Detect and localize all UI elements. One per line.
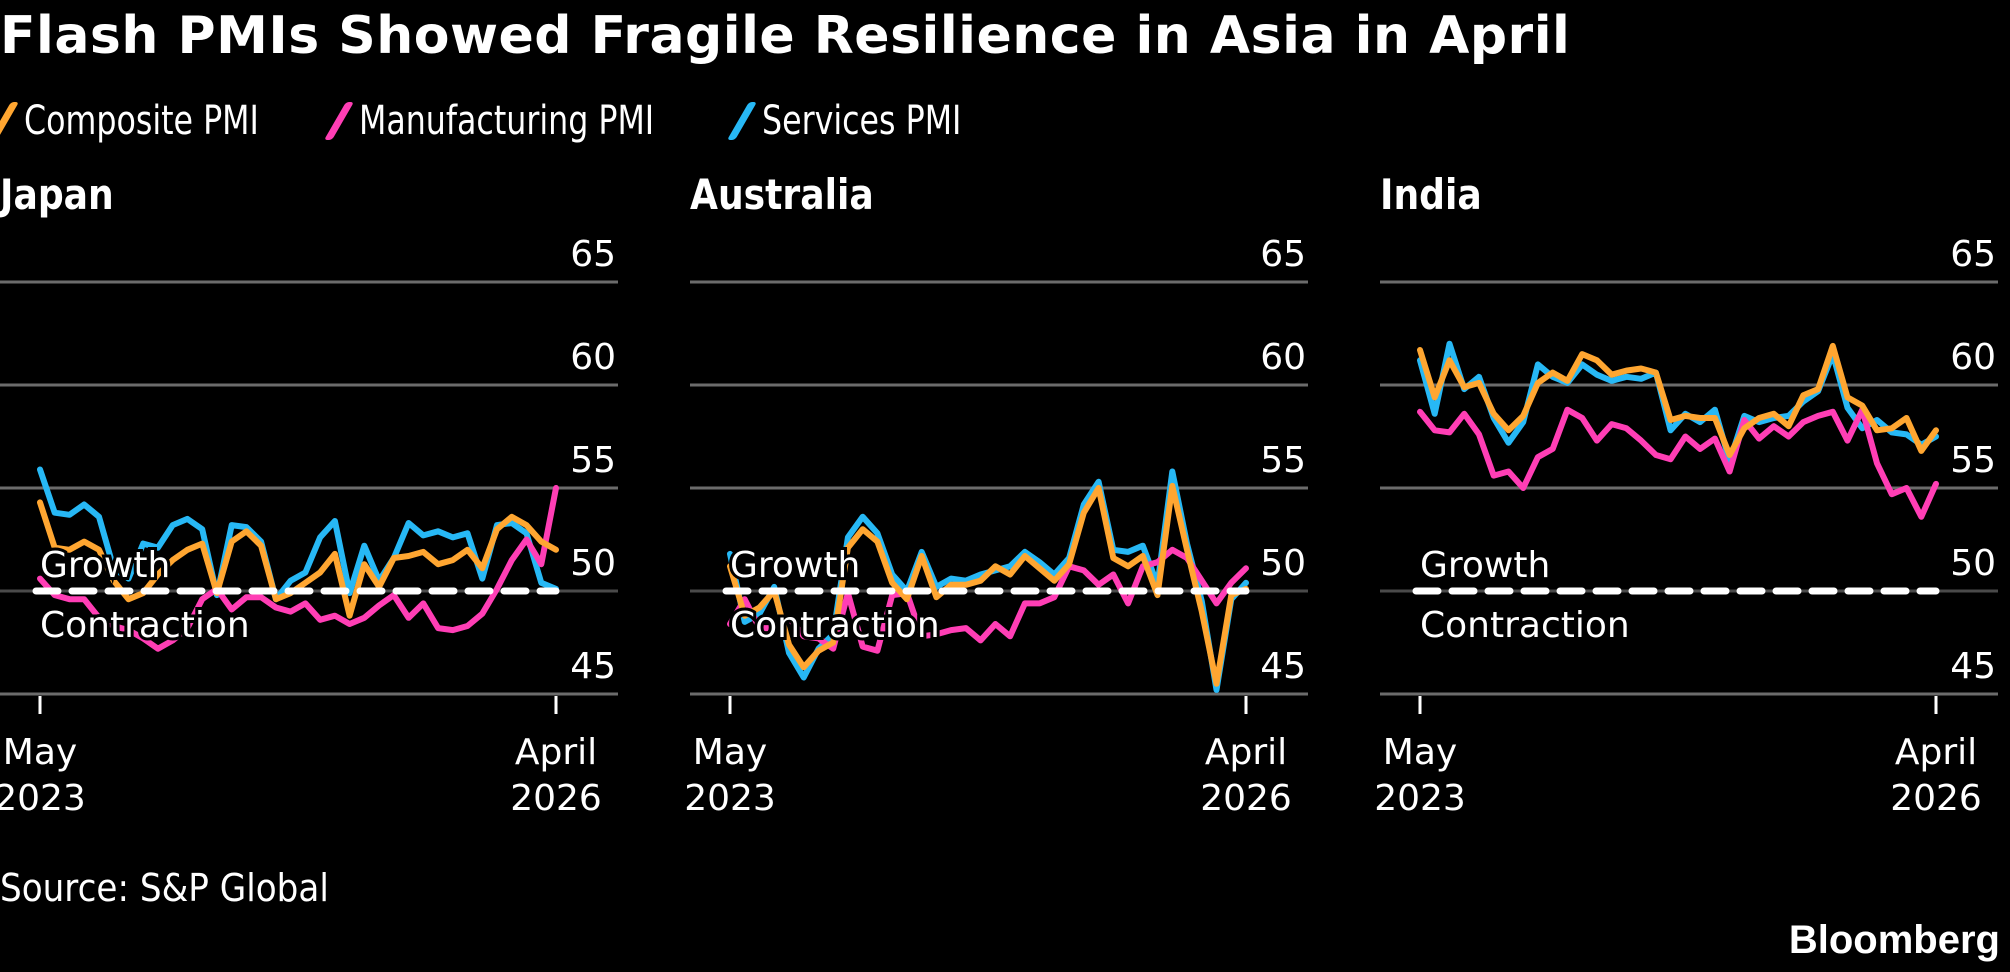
panel-title-india: India: [1380, 170, 1482, 219]
chart-title: Flash PMIs Showed Fragile Resilience in …: [0, 6, 1571, 66]
australia-y-tick-label: 65: [1260, 234, 1306, 275]
india-x-tick-label-month: May: [1383, 732, 1457, 773]
source-note: Source: S&P Global: [0, 866, 329, 910]
panel-title-australia: Australia: [690, 170, 874, 219]
india-y-tick-label: 65: [1950, 234, 1996, 275]
japan-x-tick-label-year: 2023: [0, 778, 86, 819]
india-y-tick-label: 50: [1950, 543, 1996, 584]
japan-contraction-label: Contraction: [40, 605, 250, 646]
japan-x-tick-label-month: April: [515, 732, 597, 773]
australia-line-composite: [727, 482, 1249, 687]
legend-label: Composite PMI: [24, 98, 259, 144]
india-x-tick-label-year: 2023: [1374, 778, 1466, 819]
india-line-services: [1417, 340, 1939, 465]
india-y-tick-label: 55: [1950, 440, 1996, 481]
japan-y-tick-label: 55: [570, 440, 616, 481]
india-y-tick-label: 60: [1950, 337, 1996, 378]
japan-y-tick-label: 65: [570, 234, 616, 275]
japan-line-manufacturing: [37, 485, 559, 652]
india-contraction-label: Contraction: [1420, 605, 1630, 646]
australia-x-tick-label-year: 2023: [684, 778, 776, 819]
legend-label: Services PMI: [762, 98, 962, 144]
australia-contraction-label: Contraction: [730, 605, 940, 646]
legend: Composite PMI Manufacturing PMI Services…: [0, 98, 989, 144]
legend-item-manufacturing: Manufacturing PMI: [323, 98, 694, 144]
bloomberg-logo: Bloomberg: [1788, 918, 2000, 962]
japan-x-tick-label-month: May: [3, 732, 77, 773]
australia-y-tick-label: 50: [1260, 543, 1306, 584]
india-y-tick-label: 45: [1950, 646, 1996, 687]
japan-y-tick-label: 60: [570, 337, 616, 378]
japan-growth-label: Growth: [40, 545, 170, 586]
australia-x-tick-label-year: 2026: [1200, 778, 1292, 819]
legend-label: Manufacturing PMI: [358, 98, 654, 144]
legend-item-composite: Composite PMI: [0, 98, 291, 144]
australia-x-tick-label-month: May: [693, 732, 767, 773]
australia-y-tick-label: 60: [1260, 337, 1306, 378]
australia-y-tick-label: 55: [1260, 440, 1306, 481]
panel-title-japan: Japan: [0, 170, 114, 219]
india-x-tick-label-month: April: [1895, 732, 1977, 773]
australia-growth-label: Growth: [730, 545, 860, 586]
japan-x-tick-label-year: 2026: [510, 778, 602, 819]
india-line-manufacturing: [1417, 406, 1939, 520]
japan-y-tick-label: 45: [570, 646, 616, 687]
japan-y-tick-label: 50: [570, 543, 616, 584]
india-x-tick-label-year: 2026: [1890, 778, 1982, 819]
legend-item-services: Services PMI: [727, 98, 989, 144]
australia-y-tick-label: 45: [1260, 646, 1306, 687]
india-growth-label: Growth: [1420, 545, 1550, 586]
australia-x-tick-label-month: April: [1205, 732, 1287, 773]
japan-line-services: [37, 466, 559, 603]
india-line-composite: [1417, 342, 1939, 458]
